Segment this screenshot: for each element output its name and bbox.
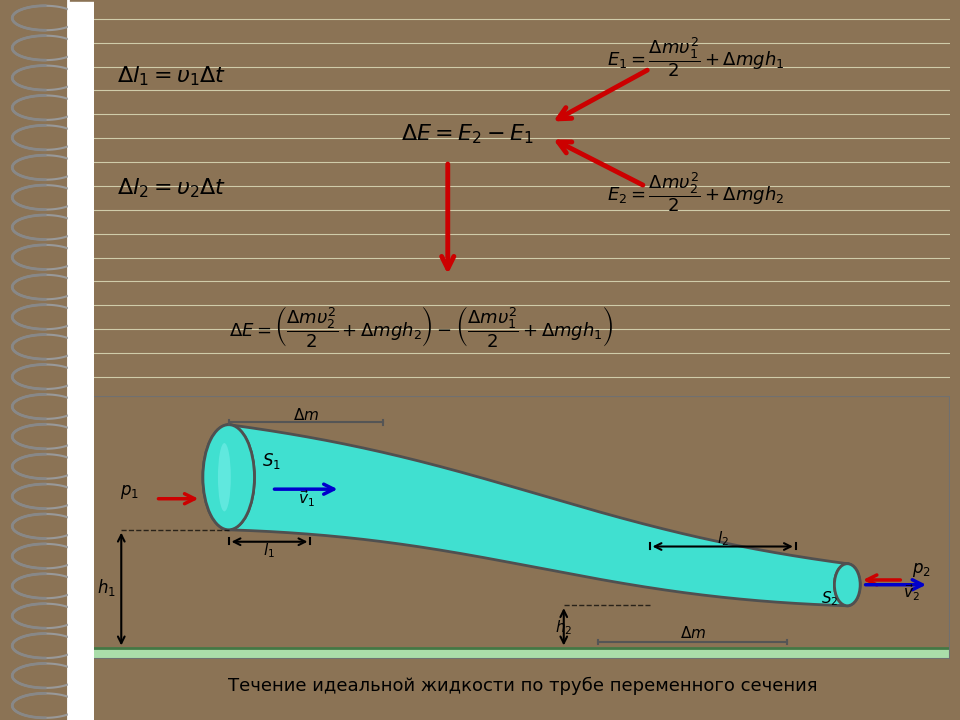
Text: $\Delta l_2 = \upsilon_2 \Delta t$: $\Delta l_2 = \upsilon_2 \Delta t$ — [117, 176, 227, 200]
Text: $\Delta E = \left(\dfrac{\Delta m\upsilon_2^{2}}{2} + \Delta mgh_2\right) - \lef: $\Delta E = \left(\dfrac{\Delta m\upsilo… — [228, 305, 612, 349]
Polygon shape — [68, 451, 94, 482]
Polygon shape — [68, 181, 94, 213]
Ellipse shape — [834, 564, 860, 606]
Text: $\Delta m$: $\Delta m$ — [680, 624, 706, 641]
Text: $h_1$: $h_1$ — [97, 577, 116, 598]
Polygon shape — [68, 2, 94, 34]
Polygon shape — [68, 241, 94, 273]
Text: $\Delta E = E_2 - E_1$: $\Delta E = E_2 - E_1$ — [400, 122, 534, 146]
Text: $S_2$: $S_2$ — [822, 590, 839, 608]
Polygon shape — [68, 122, 94, 153]
Polygon shape — [68, 301, 94, 333]
Ellipse shape — [203, 425, 254, 530]
Polygon shape — [68, 420, 94, 452]
Text: $p_1$: $p_1$ — [120, 482, 139, 500]
Polygon shape — [68, 510, 94, 542]
Text: $l_2$: $l_2$ — [717, 529, 729, 548]
Text: $h_2$: $h_2$ — [555, 618, 572, 637]
Polygon shape — [68, 32, 94, 64]
Ellipse shape — [834, 564, 860, 606]
Polygon shape — [68, 271, 94, 303]
Text: $E_2 = \dfrac{\Delta m\upsilon_2^{2}}{2} + \Delta mgh_2$: $E_2 = \dfrac{\Delta m\upsilon_2^{2}}{2}… — [607, 170, 784, 214]
Text: $\vec{v}_1$: $\vec{v}_1$ — [298, 488, 315, 509]
Bar — [91, 648, 950, 659]
Polygon shape — [68, 331, 94, 363]
Text: $S_1$: $S_1$ — [262, 451, 281, 470]
Polygon shape — [68, 361, 94, 392]
Text: $E_1 = \dfrac{\Delta m\upsilon_1^{2}}{2} + \Delta mgh_1$: $E_1 = \dfrac{\Delta m\upsilon_1^{2}}{2}… — [607, 35, 784, 79]
Text: $\vec{v}_2$: $\vec{v}_2$ — [903, 582, 921, 603]
Polygon shape — [68, 690, 94, 720]
Text: $\Delta m$: $\Delta m$ — [293, 407, 319, 423]
Polygon shape — [228, 425, 848, 606]
Polygon shape — [68, 92, 94, 124]
Polygon shape — [68, 660, 94, 691]
Polygon shape — [68, 630, 94, 662]
Text: $l_1$: $l_1$ — [263, 541, 275, 559]
Polygon shape — [68, 212, 94, 243]
Ellipse shape — [218, 443, 230, 511]
Polygon shape — [68, 480, 94, 512]
Polygon shape — [68, 152, 94, 184]
Polygon shape — [68, 62, 94, 94]
Text: $p_2$: $p_2$ — [912, 562, 930, 580]
Text: $\Delta l_1 = \upsilon_1 \Delta t$: $\Delta l_1 = \upsilon_1 \Delta t$ — [117, 65, 227, 89]
Polygon shape — [68, 600, 94, 631]
Polygon shape — [68, 570, 94, 602]
Polygon shape — [68, 540, 94, 572]
Text: Течение идеальной жидкости по трубе переменного сечения: Течение идеальной жидкости по трубе пере… — [228, 676, 818, 695]
Ellipse shape — [203, 425, 254, 530]
Polygon shape — [68, 391, 94, 423]
